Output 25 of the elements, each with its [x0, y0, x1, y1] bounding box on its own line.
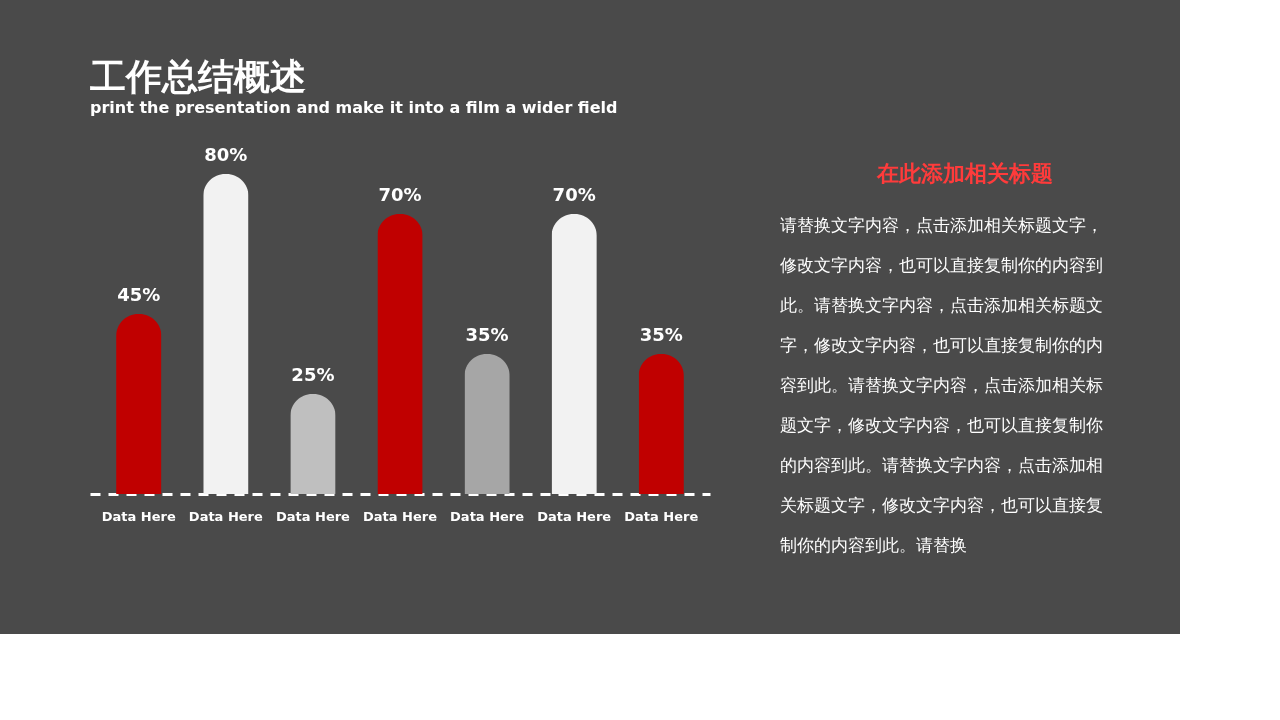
data-label: 35% — [465, 324, 509, 345]
x-tick-label: Data Here — [450, 508, 525, 524]
data-label: 35% — [639, 324, 683, 345]
bar — [290, 394, 336, 494]
data-label: 70% — [378, 184, 422, 205]
data-label: 45% — [117, 284, 161, 305]
data-label: 80% — [204, 144, 248, 165]
text: 在此添加相关标题 — [876, 161, 1053, 186]
data-label: 70% — [552, 184, 596, 205]
chart-subtitle: print the presentation and make it into a film a wider field — [90, 98, 618, 117]
bar — [377, 214, 423, 494]
bar — [116, 314, 162, 494]
bar — [203, 174, 249, 494]
data-label: 25% — [291, 364, 335, 385]
x-tick-label: Data Here — [537, 508, 612, 524]
x-tick-label: Data Here — [188, 508, 264, 524]
text: 请替换文字内容，点击添加相关标题文字，修改文字内容，也可以直接复制你的内容到此。请替换文字内容，点击添加相关标题文字，修改文字内容，也可以直接复制你的内容到此。请替换文字内容，点击添加相关标题文字，修改文字内容，也可以直接复制你的内容到此。请替换文字内容，点击添加相关标题文字，修改文字内容，也可以直接复制你的内容到此。请替换 — [780, 215, 1103, 555]
x-tick-label: Data Here — [275, 508, 351, 524]
bar — [464, 354, 510, 494]
x-tick-label: Data Here — [362, 508, 438, 524]
chart-title: 工作总结概述 — [90, 56, 306, 97]
bar — [638, 354, 684, 494]
bar — [551, 214, 597, 494]
x-tick-label: Data Here — [624, 508, 699, 524]
x-tick-label: Data Here — [101, 508, 176, 524]
